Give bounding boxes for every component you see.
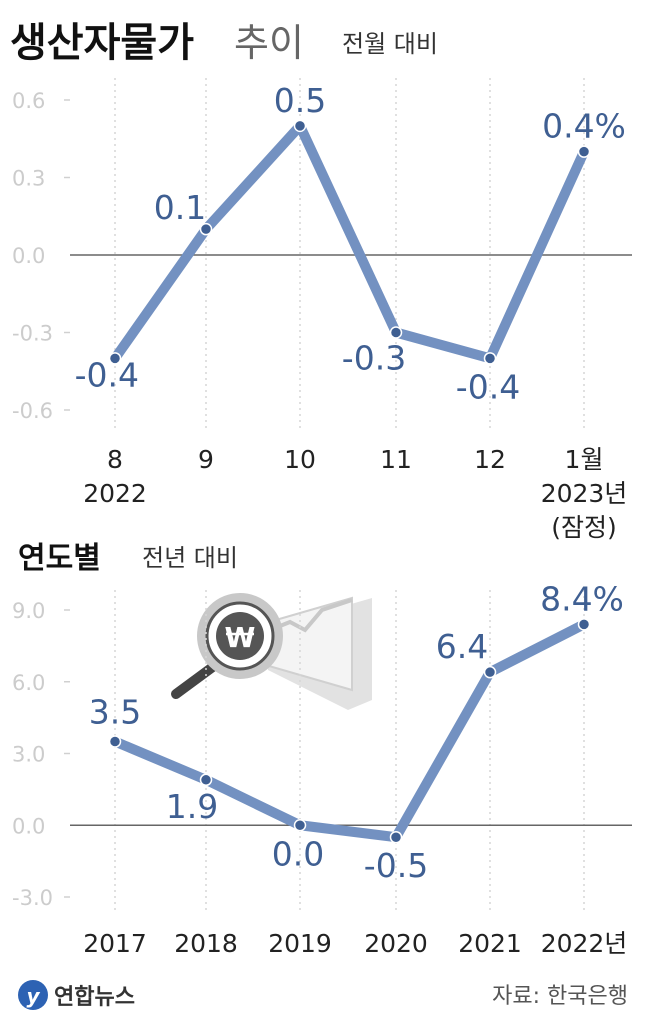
data-point bbox=[108, 735, 122, 748]
data-point bbox=[577, 618, 591, 631]
x-tick-label: 2018 bbox=[174, 929, 238, 958]
yearly-chart: 9.0 6.0 3.0 0.0 -3.0 3.5 1.9 0.0 -0.5 6.4 8.4% 20… bbox=[12, 579, 632, 958]
data-point bbox=[389, 326, 403, 339]
x-tick-label: 12 bbox=[474, 445, 506, 474]
title-light: 추이 bbox=[234, 21, 304, 65]
value-label: 0.0 bbox=[272, 834, 324, 873]
x-tick-label: 2021 bbox=[458, 929, 522, 958]
monthly-chart: 0.6 0.3 0.0 -0.3 -0.6 -0.4 0.1 0.5 -0.3 -0.4 0.4%… bbox=[12, 78, 632, 542]
value-label: 0.5 bbox=[274, 81, 326, 120]
x-tick-label: 10 bbox=[284, 445, 316, 474]
value-label: -0.4 bbox=[75, 355, 139, 394]
x-tick-label: 11 bbox=[380, 445, 412, 474]
title-bold: 생산자물가 bbox=[10, 20, 194, 66]
value-label: 0.4% bbox=[542, 107, 626, 146]
x-tick-label: 9 bbox=[198, 445, 214, 474]
x-tick-label: 2017 bbox=[83, 929, 147, 958]
data-point bbox=[483, 665, 497, 679]
x-tick-label: 2020 bbox=[364, 929, 428, 958]
x-tick-label: 1월 bbox=[565, 445, 604, 474]
chart2-grid bbox=[70, 590, 632, 910]
value-label: 6.4 bbox=[436, 627, 488, 666]
y-tick-label: 0.6 bbox=[12, 89, 45, 113]
chart1-x-axis: 8 2022 9 10 11 12 1월 2023년 (잠정) bbox=[83, 445, 627, 542]
svg-text:y: y bbox=[26, 984, 40, 1008]
chart2-value-labels: 3.5 1.9 0.0 -0.5 6.4 8.4% bbox=[89, 579, 624, 885]
y-tick-label: 3.0 bbox=[12, 743, 45, 767]
y-tick-label: 0.0 bbox=[12, 244, 45, 268]
chart2-x-axis: 2017 2018 2019 2020 2021 2022년 bbox=[83, 929, 627, 958]
y-tick-label: -0.3 bbox=[12, 322, 53, 346]
chart1-value-labels: -0.4 0.1 0.5 -0.3 -0.4 0.4% bbox=[75, 81, 626, 407]
x-tick-label: 8 bbox=[107, 445, 123, 474]
svg-text:W: W bbox=[225, 621, 256, 654]
logo-text: 연합뉴스 bbox=[54, 984, 135, 1010]
chart2-title: 연도별 bbox=[18, 541, 101, 576]
data-point bbox=[199, 222, 213, 236]
header: 생산자물가 추이 전월 대비 bbox=[10, 20, 438, 66]
data-point bbox=[108, 352, 122, 365]
y-tick-label: 6.0 bbox=[12, 671, 45, 695]
value-label: 1.9 bbox=[166, 787, 218, 826]
chart1-series bbox=[108, 119, 591, 365]
data-point bbox=[199, 773, 213, 787]
value-label: 3.5 bbox=[89, 693, 141, 732]
source-text: 자료: 한국은행 bbox=[492, 984, 628, 1009]
x-tick-label: 2023년 bbox=[541, 479, 628, 508]
value-label: -0.5 bbox=[364, 846, 428, 885]
value-label: -0.4 bbox=[456, 367, 520, 406]
value-label: 8.4% bbox=[540, 579, 624, 618]
y-tick-label: 0.0 bbox=[12, 814, 45, 838]
y-tick-label: 9.0 bbox=[12, 599, 45, 623]
data-point bbox=[293, 119, 307, 133]
chart2-series bbox=[108, 618, 591, 844]
y-tick-label: -0.6 bbox=[12, 399, 53, 423]
chart2-subtitle: 전년 대비 bbox=[142, 544, 238, 572]
magnifier-won-icon: W bbox=[171, 593, 372, 710]
data-point bbox=[483, 352, 497, 365]
y-tick-label: -3.0 bbox=[12, 886, 53, 910]
x-tick-label: (잠정) bbox=[551, 513, 617, 542]
data-point bbox=[577, 145, 591, 158]
series-line bbox=[110, 120, 589, 364]
chart1-y-axis: 0.6 0.3 0.0 -0.3 -0.6 bbox=[12, 89, 70, 423]
chart1-subtitle: 전월 대비 bbox=[342, 30, 438, 58]
chart2-header: 연도별 전년 대비 bbox=[18, 541, 238, 576]
y-tick-label: 0.3 bbox=[12, 167, 45, 191]
x-tick-label: 2019 bbox=[268, 929, 332, 958]
x-tick-label: 2022 bbox=[83, 479, 147, 508]
data-point bbox=[389, 830, 403, 844]
yonhap-logo-icon: y bbox=[18, 980, 48, 1010]
value-label: -0.3 bbox=[342, 339, 406, 378]
series-line bbox=[110, 619, 589, 843]
data-point bbox=[293, 819, 307, 832]
x-tick-label: 2022년 bbox=[541, 929, 628, 958]
footer: y 연합뉴스 자료: 한국은행 bbox=[18, 980, 628, 1010]
chart2-y-axis: 9.0 6.0 3.0 0.0 -3.0 bbox=[12, 599, 70, 910]
value-label: 0.1 bbox=[154, 188, 206, 227]
